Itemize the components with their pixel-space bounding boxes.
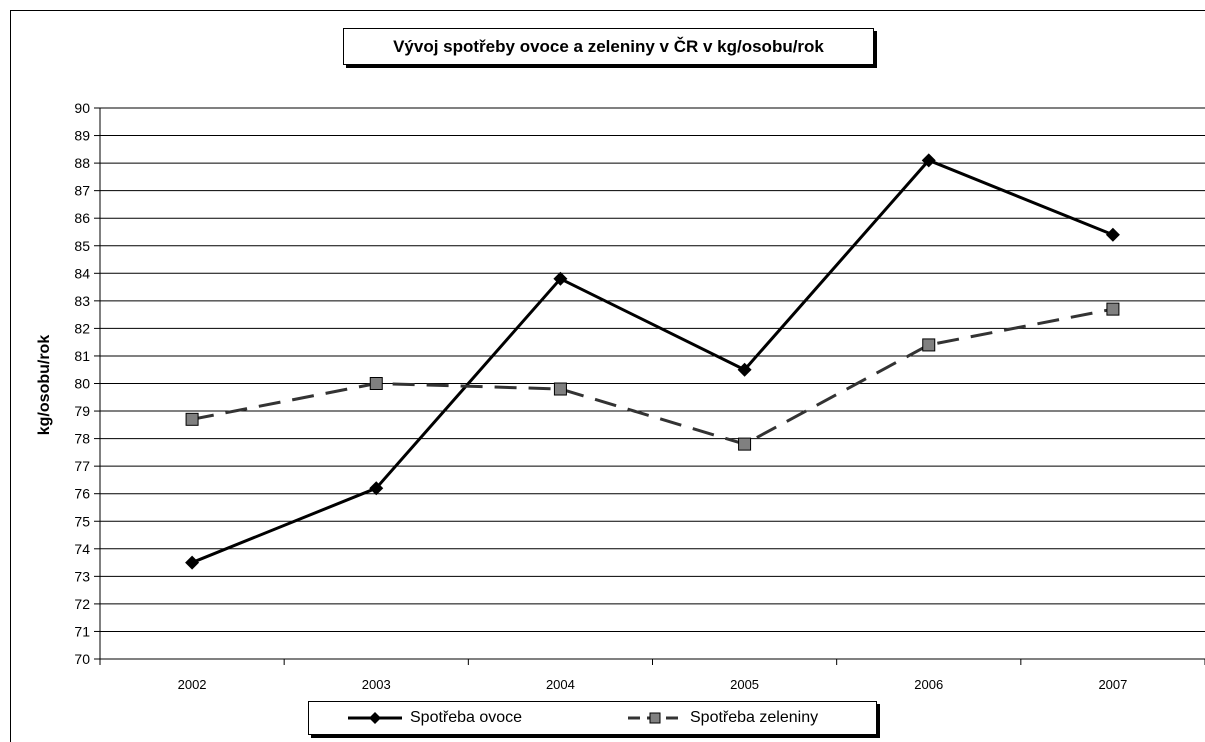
x-tick-label: 2002: [178, 677, 207, 692]
data-point-zeleniny: [553, 382, 567, 396]
y-tick-label: 73: [74, 568, 90, 584]
gridlines: [100, 107, 1205, 632]
legend-label-zeleniny: Spotřeba zeleniny: [690, 709, 819, 726]
y-tick-label: 74: [74, 541, 90, 557]
y-tick-label: 72: [74, 596, 90, 612]
y-tick-label: 81: [74, 348, 90, 364]
series-lines: [191, 158, 1114, 564]
legend-swatch-ovoce: [348, 712, 402, 724]
y-tick-label: 90: [74, 100, 90, 116]
legend-item-ovoce: Spotřeba ovoce: [346, 702, 522, 734]
x-tick-label: 2003: [362, 677, 391, 692]
x-tick-label: 2005: [730, 677, 759, 692]
y-axis-label: kg/osobu/rok: [36, 335, 53, 436]
data-point-ovoce: [185, 555, 200, 570]
data-point-zeleniny: [922, 338, 936, 352]
y-tick-label: 79: [74, 403, 90, 419]
series-line-zeleniny: [191, 307, 1114, 446]
series-line-ovoce: [191, 158, 1114, 564]
y-tick-label: 87: [74, 183, 90, 199]
chart-title-box: Vývoj spotřeby ovoce a zeleniny v ČR v k…: [343, 28, 874, 65]
data-point-ovoce: [553, 271, 568, 286]
legend-label-ovoce: Spotřeba ovoce: [410, 709, 523, 726]
axes: 70 71 72 73 74 75 76 77 78 79 80 81 82 83 84 85 86 87 88 89…: [74, 100, 1205, 692]
y-tick-label: 76: [74, 486, 90, 502]
data-point-zeleniny: [738, 437, 752, 451]
data-point-zeleniny: [185, 412, 199, 426]
y-tick-label: 78: [74, 431, 90, 447]
y-tick-label: 80: [74, 376, 90, 392]
y-tick-label: 75: [74, 513, 90, 529]
data-point-zeleniny: [369, 377, 383, 390]
chart-frame: [10, 10, 1205, 742]
data-point-ovoce: [1105, 227, 1120, 242]
data-point-ovoce: [369, 481, 384, 496]
y-tick-label: 89: [74, 128, 90, 144]
y-tick-label: 82: [74, 320, 90, 336]
legend-item-zeleniny: Spotřeba zeleniny: [626, 702, 818, 734]
x-tick-label: 2007: [1098, 677, 1127, 692]
data-point-ovoce: [737, 362, 752, 377]
y-tick-label: 88: [74, 155, 90, 171]
series-markers: [185, 153, 1120, 570]
y-tick-label: 71: [74, 623, 90, 639]
x-tick-label: 2004: [546, 677, 575, 692]
y-tick-label: 77: [74, 458, 90, 474]
legend-swatch-zeleniny: [628, 712, 682, 724]
data-point-ovoce: [921, 153, 936, 168]
y-tick-label: 70: [74, 651, 90, 667]
x-tick-label: 2006: [914, 677, 943, 692]
y-tick-label: 84: [74, 265, 90, 281]
y-tick-label: 86: [74, 210, 90, 226]
legend: Spotřeba ovoce Spotřeba zeleniny: [308, 701, 877, 735]
chart-title: Vývoj spotřeby ovoce a zeleniny v ČR v k…: [393, 36, 824, 56]
y-tick-label: 83: [74, 293, 90, 309]
y-tick-label: 85: [74, 238, 90, 254]
data-point-zeleniny: [1106, 302, 1120, 316]
